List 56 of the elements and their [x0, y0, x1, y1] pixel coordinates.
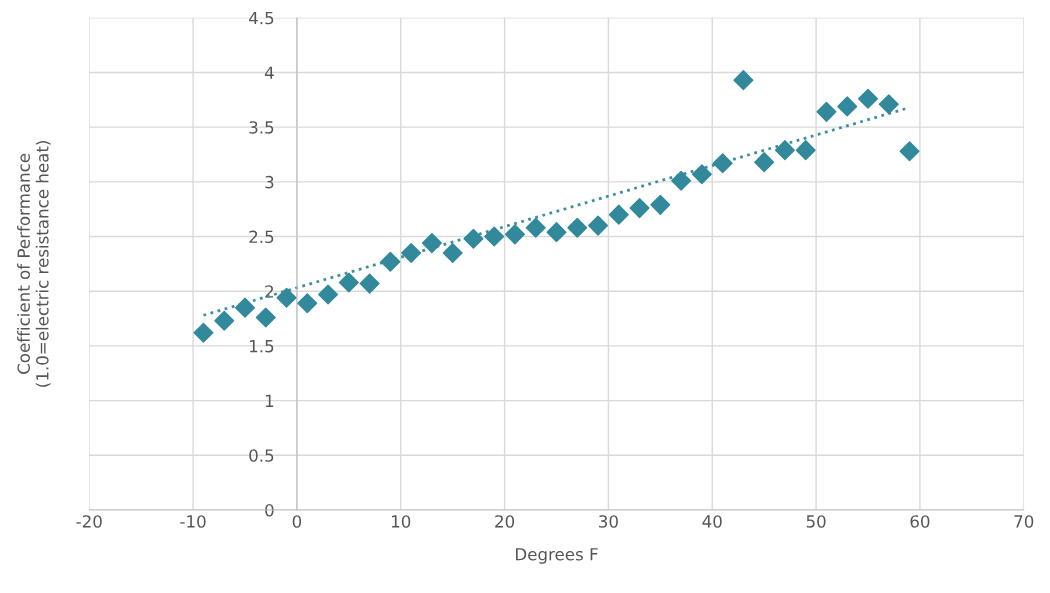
- point: [380, 251, 401, 272]
- point: [193, 322, 214, 343]
- y-tick-label: 1: [265, 394, 274, 407]
- y-axis-title: Coefficient of Performance (1.0=electric resistance heat): [17, 141, 51, 387]
- y-tick-label: 3.5: [249, 121, 274, 134]
- x-tick-label: 60: [910, 515, 930, 528]
- point: [899, 141, 920, 162]
- point: [691, 164, 712, 185]
- point: [484, 226, 505, 247]
- y-tick-label: 0.5: [249, 449, 274, 462]
- point: [442, 242, 463, 263]
- point: [297, 293, 318, 314]
- point: [816, 101, 837, 122]
- point: [338, 272, 359, 293]
- point: [546, 222, 567, 243]
- point: [837, 96, 858, 117]
- x-tick-label: 50: [806, 515, 826, 528]
- x-tick-label: 30: [599, 515, 618, 528]
- point: [318, 284, 339, 305]
- x-tick-label: -10: [180, 515, 206, 528]
- point: [650, 194, 671, 215]
- point: [421, 233, 442, 254]
- y-tick-label: 1.5: [250, 340, 274, 353]
- point: [774, 140, 795, 161]
- point: [608, 204, 629, 225]
- point: [214, 310, 235, 331]
- y-tick-label: 2.5: [249, 230, 274, 244]
- point: [588, 215, 609, 236]
- x-tick-label: 10: [391, 515, 411, 528]
- point: [878, 94, 899, 115]
- y-tick-label: 0: [265, 503, 274, 517]
- point: [629, 198, 650, 219]
- x-tick-label: 40: [702, 515, 722, 528]
- x-axis-title: Degrees F: [516, 548, 598, 564]
- point: [857, 88, 879, 109]
- point: [276, 287, 297, 308]
- point: [359, 273, 380, 294]
- point: [401, 242, 422, 263]
- x-tick-label: 0: [292, 515, 302, 528]
- point: [255, 307, 276, 328]
- point: [795, 140, 816, 161]
- point: [234, 297, 256, 318]
- point: [525, 217, 546, 238]
- point: [567, 217, 588, 238]
- point: [504, 224, 525, 245]
- point: [754, 152, 775, 173]
- x-tick-label: 70: [1014, 515, 1034, 528]
- x-tick-label: -20: [76, 515, 102, 528]
- y-tick-label: 4: [264, 66, 274, 79]
- point: [733, 70, 754, 91]
- point: [463, 228, 484, 249]
- y-tick-label: 4.5: [249, 11, 274, 25]
- x-tick-label: 20: [495, 515, 515, 528]
- y-tick-label: 3: [265, 175, 274, 189]
- point: [671, 170, 692, 191]
- point: [712, 153, 733, 174]
